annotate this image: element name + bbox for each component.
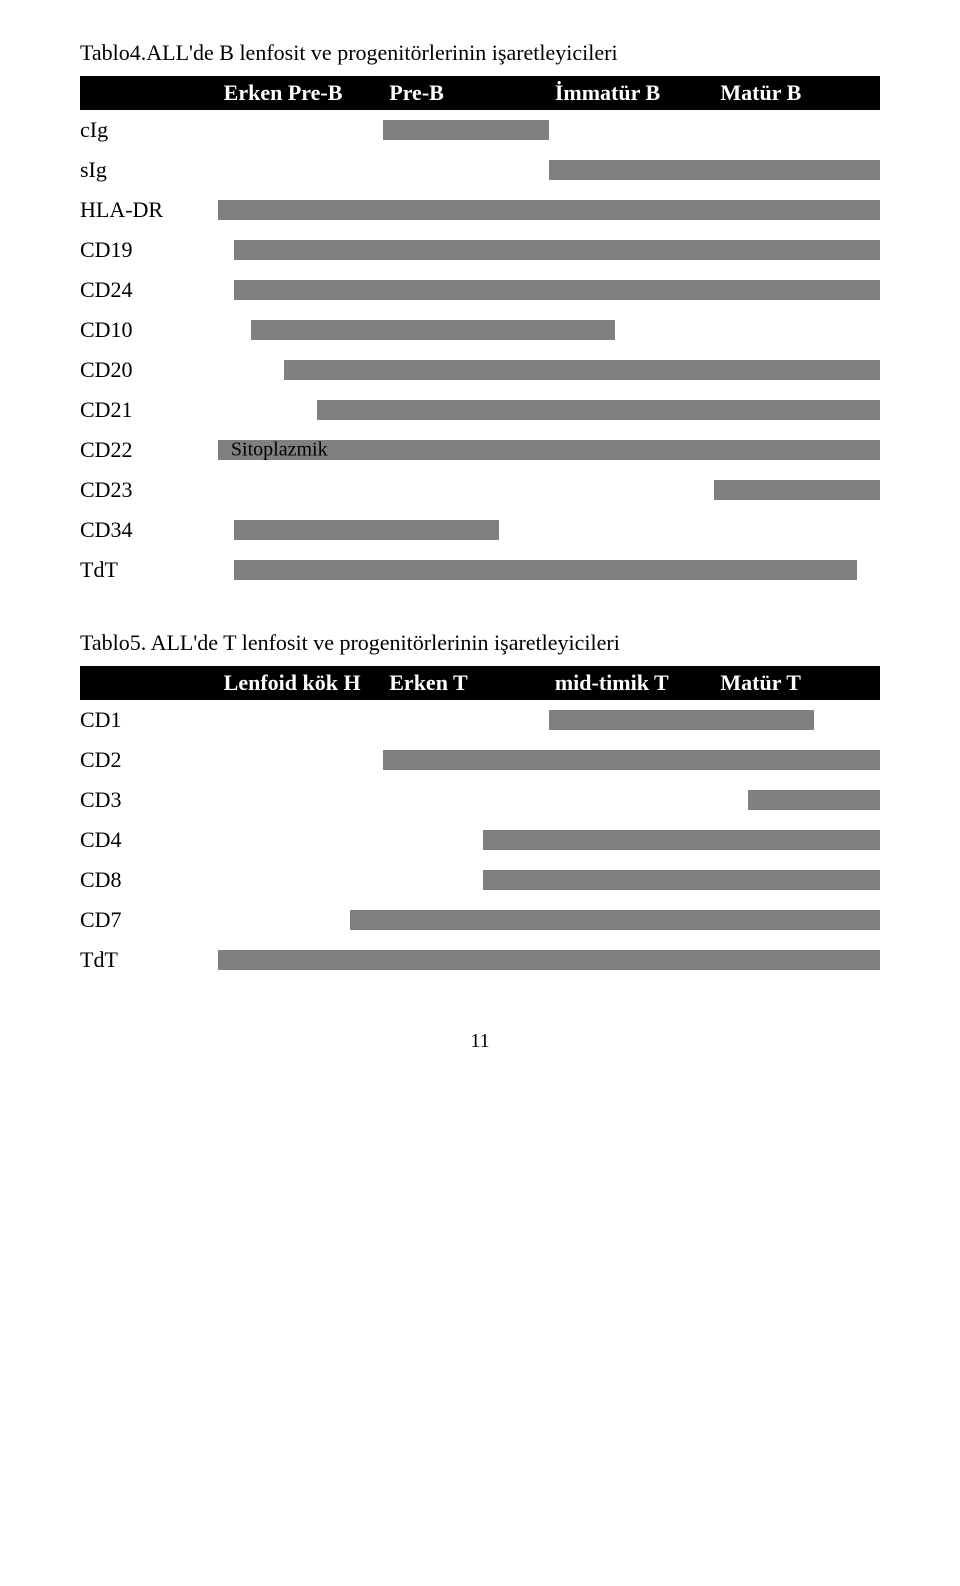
table5-row-track bbox=[218, 940, 880, 980]
table5-row: CD3 bbox=[80, 780, 880, 820]
table5-bar bbox=[748, 790, 880, 810]
table4-bar bbox=[549, 160, 880, 180]
table4-bar bbox=[284, 360, 880, 380]
table4-row-track bbox=[218, 390, 880, 430]
table4-row: sIg bbox=[80, 150, 880, 190]
table5-row-track bbox=[218, 740, 880, 780]
table4-row-track bbox=[218, 350, 880, 390]
table4-row: CD10 bbox=[80, 310, 880, 350]
table4-bar bbox=[234, 560, 857, 580]
table5-row: TdT bbox=[80, 940, 880, 980]
table5-row-label: CD8 bbox=[80, 860, 218, 900]
table5-bar bbox=[383, 750, 880, 770]
table4-row-track bbox=[218, 510, 880, 550]
table4-row-track bbox=[218, 270, 880, 310]
table4: Erken Pre-BPre-Bİmmatür BMatür BcIgsIgHL… bbox=[80, 76, 880, 590]
table4-row: CD22 Sitoplazmik bbox=[80, 430, 880, 470]
table4-row-label: CD24 bbox=[80, 270, 218, 310]
table4-row-track bbox=[218, 150, 880, 190]
table4-row-track bbox=[218, 470, 880, 510]
table5-bar bbox=[350, 910, 880, 930]
table4-bar bbox=[383, 120, 549, 140]
table5-row: CD8 bbox=[80, 860, 880, 900]
table4-row-label: CD19 bbox=[80, 230, 218, 270]
table4-bar-text: Sitoplazmik bbox=[231, 439, 328, 462]
table4-header-col-2: İmmatür B bbox=[549, 76, 715, 110]
table4-row: TdT bbox=[80, 550, 880, 590]
table5-row-label: CD2 bbox=[80, 740, 218, 780]
table4-row-label: sIg bbox=[80, 150, 218, 190]
table5-row-label: CD3 bbox=[80, 780, 218, 820]
table4-row: CD20 bbox=[80, 350, 880, 390]
page-number: 11 bbox=[80, 1030, 880, 1053]
table4-bar bbox=[317, 400, 880, 420]
table4-row-label: HLA-DR bbox=[80, 190, 218, 230]
table4-bar bbox=[714, 480, 880, 500]
table5-bar bbox=[483, 870, 880, 890]
table5-row-track bbox=[218, 900, 880, 940]
table5-row-track bbox=[218, 820, 880, 860]
table4-row: CD21 bbox=[80, 390, 880, 430]
table5-row-track bbox=[218, 860, 880, 900]
table5-bar bbox=[549, 710, 814, 730]
table4-header-blank bbox=[80, 76, 218, 110]
table4-bar bbox=[234, 280, 880, 300]
table5-row-label: CD4 bbox=[80, 820, 218, 860]
table5-header-row: Lenfoid kök HErken Tmid-timik TMatür T bbox=[80, 666, 880, 700]
table5-header-col-2: mid-timik T bbox=[549, 666, 715, 700]
table4-row: CD23 bbox=[80, 470, 880, 510]
table4-header-col-0: Erken Pre-B bbox=[218, 76, 384, 110]
table4-header-col-1: Pre-B bbox=[383, 76, 549, 110]
table5-row: CD4 bbox=[80, 820, 880, 860]
table4-row-track bbox=[218, 110, 880, 150]
table5-row-label: CD7 bbox=[80, 900, 218, 940]
table4-row-label: cIg bbox=[80, 110, 218, 150]
table5-row: CD2 bbox=[80, 740, 880, 780]
table4-row-label: CD21 bbox=[80, 390, 218, 430]
table5-bar bbox=[483, 830, 880, 850]
table5: Lenfoid kök HErken Tmid-timik TMatür TCD… bbox=[80, 666, 880, 980]
table5-header-col-1: Erken T bbox=[383, 666, 549, 700]
table5-bar bbox=[218, 950, 880, 970]
table4-row-track bbox=[218, 550, 880, 590]
table5-row-label: CD1 bbox=[80, 700, 218, 740]
table5-row-track bbox=[218, 780, 880, 820]
table5-row: CD7 bbox=[80, 900, 880, 940]
table4-row-track: Sitoplazmik bbox=[218, 430, 880, 470]
table4-row: cIg bbox=[80, 110, 880, 150]
table5-row-track bbox=[218, 700, 880, 740]
table5-row: CD1 bbox=[80, 700, 880, 740]
table4-header-col-3: Matür B bbox=[714, 76, 880, 110]
table4-bar bbox=[218, 200, 880, 220]
table5-header-blank bbox=[80, 666, 218, 700]
table4-row-label: CD34 bbox=[80, 510, 218, 550]
table4-title: Tablo4.ALL'de B lenfosit ve progenitörle… bbox=[80, 40, 880, 66]
table4-row-label: CD22 bbox=[80, 430, 218, 470]
table4-row-label: CD10 bbox=[80, 310, 218, 350]
table4-row-label: CD23 bbox=[80, 470, 218, 510]
table4-row: HLA-DR bbox=[80, 190, 880, 230]
table4-bar bbox=[234, 240, 880, 260]
table4-bar bbox=[234, 520, 499, 540]
table4-row: CD24 bbox=[80, 270, 880, 310]
table5-header-col-3: Matür T bbox=[714, 666, 880, 700]
table4-row-track bbox=[218, 190, 880, 230]
table4-header-row: Erken Pre-BPre-Bİmmatür BMatür B bbox=[80, 76, 880, 110]
table4-row-track bbox=[218, 230, 880, 270]
page-container: Tablo4.ALL'de B lenfosit ve progenitörle… bbox=[0, 0, 960, 1113]
table4-row-label: CD20 bbox=[80, 350, 218, 390]
table4-row-label: TdT bbox=[80, 550, 218, 590]
table5-title: Tablo5. ALL'de T lenfosit ve progenitörl… bbox=[80, 630, 880, 656]
table4-row: CD19 bbox=[80, 230, 880, 270]
table4-row-track bbox=[218, 310, 880, 350]
table5-row-label: TdT bbox=[80, 940, 218, 980]
table5-header-col-0: Lenfoid kök H bbox=[218, 666, 384, 700]
table4-bar bbox=[251, 320, 615, 340]
table4-row: CD34 bbox=[80, 510, 880, 550]
